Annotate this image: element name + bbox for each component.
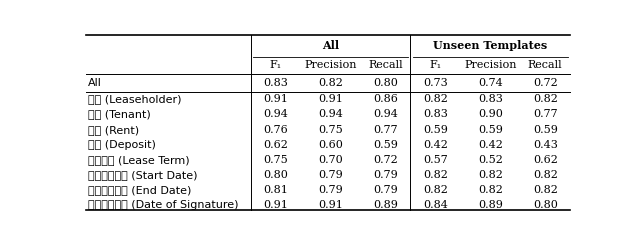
Text: 合同结束时间 (End Date): 合同结束时间 (End Date) — [88, 185, 191, 195]
Text: 0.43: 0.43 — [532, 140, 557, 150]
Text: 合同开始时间 (Start Date): 合同开始时间 (Start Date) — [88, 170, 197, 180]
Text: 0.80: 0.80 — [532, 200, 557, 210]
Text: 0.80: 0.80 — [373, 78, 398, 88]
Text: 0.74: 0.74 — [478, 78, 502, 88]
Text: 0.84: 0.84 — [423, 200, 448, 210]
Text: 0.91: 0.91 — [318, 200, 343, 210]
Text: 0.59: 0.59 — [423, 125, 448, 134]
Text: 0.82: 0.82 — [318, 78, 343, 88]
Text: 0.79: 0.79 — [318, 185, 343, 195]
Text: 0.42: 0.42 — [478, 140, 502, 150]
Text: F₁: F₁ — [269, 60, 282, 70]
Text: 乙方 (Tenant): 乙方 (Tenant) — [88, 109, 150, 119]
Text: 租金 (Rent): 租金 (Rent) — [88, 125, 139, 134]
Text: 0.94: 0.94 — [373, 109, 398, 119]
Text: 0.72: 0.72 — [373, 155, 398, 165]
Text: 0.80: 0.80 — [263, 170, 288, 180]
Text: 0.83: 0.83 — [423, 109, 448, 119]
Text: 0.83: 0.83 — [478, 94, 502, 104]
Text: 合同签订时间 (Date of Signature): 合同签订时间 (Date of Signature) — [88, 200, 239, 210]
Text: 0.59: 0.59 — [532, 125, 557, 134]
Text: 0.91: 0.91 — [263, 94, 288, 104]
Text: 0.91: 0.91 — [263, 200, 288, 210]
Text: Precision: Precision — [305, 60, 357, 70]
Text: 甲方 (Leaseholder): 甲方 (Leaseholder) — [88, 94, 181, 104]
Text: 0.94: 0.94 — [263, 109, 288, 119]
Text: 0.82: 0.82 — [423, 185, 448, 195]
Text: F₁: F₁ — [429, 60, 442, 70]
Text: 合同年限 (Lease Term): 合同年限 (Lease Term) — [88, 155, 189, 165]
Text: 0.57: 0.57 — [423, 155, 447, 165]
Text: 0.81: 0.81 — [263, 185, 288, 195]
Text: All: All — [322, 40, 339, 51]
Text: 0.75: 0.75 — [318, 125, 343, 134]
Text: 0.75: 0.75 — [263, 155, 288, 165]
Text: 0.82: 0.82 — [478, 185, 502, 195]
Text: 0.77: 0.77 — [373, 125, 398, 134]
Text: 0.82: 0.82 — [532, 94, 557, 104]
Text: 0.82: 0.82 — [532, 170, 557, 180]
Text: 0.70: 0.70 — [318, 155, 343, 165]
Text: 0.94: 0.94 — [318, 109, 343, 119]
Text: 0.79: 0.79 — [373, 170, 398, 180]
Text: 0.83: 0.83 — [263, 78, 288, 88]
Text: 0.86: 0.86 — [373, 94, 398, 104]
Text: 0.59: 0.59 — [373, 140, 398, 150]
Text: 0.42: 0.42 — [423, 140, 448, 150]
Text: 0.76: 0.76 — [263, 125, 288, 134]
Text: 0.77: 0.77 — [533, 109, 557, 119]
Text: 0.73: 0.73 — [423, 78, 447, 88]
Text: 押金 (Deposit): 押金 (Deposit) — [88, 140, 156, 150]
Text: 0.82: 0.82 — [423, 94, 448, 104]
Text: Recall: Recall — [368, 60, 403, 70]
Text: 0.82: 0.82 — [532, 185, 557, 195]
Text: 0.62: 0.62 — [532, 155, 557, 165]
Text: 0.79: 0.79 — [318, 170, 343, 180]
Text: 0.82: 0.82 — [423, 170, 448, 180]
Text: 0.59: 0.59 — [478, 125, 502, 134]
Text: 0.89: 0.89 — [478, 200, 502, 210]
Text: 0.60: 0.60 — [318, 140, 343, 150]
Text: Precision: Precision — [464, 60, 516, 70]
Text: 0.82: 0.82 — [478, 170, 502, 180]
Text: 0.91: 0.91 — [318, 94, 343, 104]
Text: All: All — [88, 78, 102, 88]
Text: 0.90: 0.90 — [478, 109, 502, 119]
Text: 0.52: 0.52 — [478, 155, 502, 165]
Text: 0.79: 0.79 — [373, 185, 398, 195]
Text: 0.89: 0.89 — [373, 200, 398, 210]
Text: 0.72: 0.72 — [533, 78, 557, 88]
Text: 0.62: 0.62 — [263, 140, 288, 150]
Text: Unseen Templates: Unseen Templates — [433, 40, 547, 51]
Text: Recall: Recall — [528, 60, 563, 70]
